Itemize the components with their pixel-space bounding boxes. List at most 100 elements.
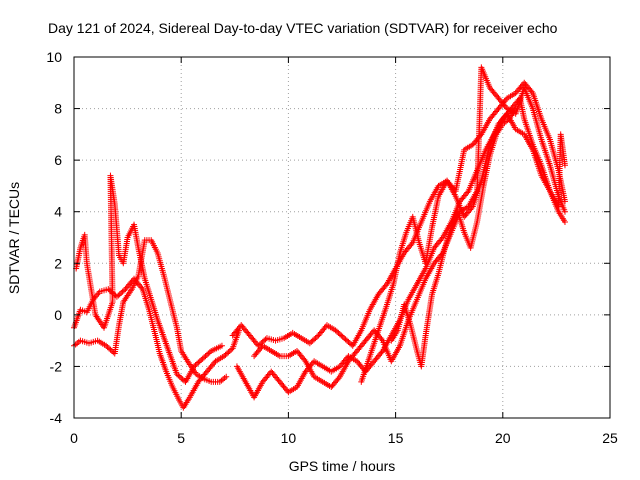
data-point-marker xyxy=(438,235,445,242)
y-axis-title: SDTVAR / TECUs xyxy=(6,182,22,294)
data-point-marker xyxy=(342,336,349,343)
data-point-marker xyxy=(332,327,339,334)
data-point-marker xyxy=(223,350,230,357)
data-point-marker xyxy=(477,132,484,139)
x-tick-label: 20 xyxy=(495,430,511,446)
y-tick-label: 4 xyxy=(54,204,62,220)
data-point-marker xyxy=(108,347,115,354)
data-point-marker xyxy=(196,358,203,365)
data-point-marker xyxy=(106,345,113,352)
data-point-marker xyxy=(218,342,225,349)
data-point-marker xyxy=(115,292,122,299)
data-point-marker xyxy=(464,189,471,196)
data-point-marker xyxy=(338,332,345,339)
data-point-marker xyxy=(116,291,123,298)
data-point-marker xyxy=(561,219,568,226)
data-point-marker xyxy=(119,288,126,295)
series-track-3 xyxy=(73,172,225,385)
data-point-marker xyxy=(138,284,145,291)
data-point-marker xyxy=(308,338,315,345)
data-point-marker xyxy=(528,88,535,95)
data-point-marker xyxy=(199,355,206,362)
data-point-marker xyxy=(222,351,229,358)
data-point-marker xyxy=(113,293,120,300)
data-point-marker xyxy=(561,162,568,169)
y-tick-label: 8 xyxy=(54,101,62,117)
data-point-marker xyxy=(313,333,320,340)
data-point-marker xyxy=(173,371,180,378)
y-tick-label: 10 xyxy=(46,49,62,65)
series-track-5 xyxy=(229,79,568,349)
y-tick-label: 2 xyxy=(54,255,62,271)
x-tick-label: 25 xyxy=(602,430,618,446)
data-point-marker xyxy=(341,335,348,342)
data-point-marker xyxy=(195,359,202,366)
data-point-marker xyxy=(228,346,235,353)
series-track-6 xyxy=(251,64,568,391)
data-point-marker xyxy=(261,337,268,344)
series-track-7 xyxy=(358,110,568,385)
data-points xyxy=(71,64,568,411)
chart-title: Day 121 of 2024, Sidereal Day-to-day VTE… xyxy=(48,20,558,36)
x-axis-title: GPS time / hours xyxy=(289,458,396,474)
data-point-marker xyxy=(335,329,342,336)
data-point-marker xyxy=(175,372,182,379)
data-point-marker xyxy=(192,362,199,369)
data-point-marker xyxy=(512,105,519,112)
data-point-marker xyxy=(176,373,183,380)
data-point-marker xyxy=(346,340,353,347)
y-tick-label: 6 xyxy=(54,152,62,168)
data-point-marker xyxy=(211,359,218,366)
plot-frame xyxy=(73,56,611,419)
data-point-marker xyxy=(561,208,568,215)
data-point-marker xyxy=(121,287,128,294)
data-point-marker xyxy=(198,356,205,363)
data-point-marker xyxy=(118,289,125,296)
data-point-marker xyxy=(561,198,568,205)
data-point-marker xyxy=(104,344,111,351)
data-point-marker xyxy=(205,350,212,357)
data-point-marker xyxy=(193,360,200,367)
data-point-marker xyxy=(336,331,343,338)
data-point-marker xyxy=(312,335,319,342)
data-point-marker xyxy=(201,354,208,361)
data-point-marker xyxy=(345,338,352,345)
data-point-marker xyxy=(344,337,351,344)
series-track-1 xyxy=(71,275,243,411)
data-point-marker xyxy=(382,282,389,289)
data-point-marker xyxy=(223,373,230,380)
data-point-marker xyxy=(191,363,198,370)
data-point-marker xyxy=(468,205,475,212)
data-point-marker xyxy=(221,353,228,360)
y-tick-label: -4 xyxy=(50,410,63,426)
series-track-8 xyxy=(388,105,519,370)
data-point-marker xyxy=(225,349,232,356)
data-point-marker xyxy=(262,336,269,343)
data-point-marker xyxy=(202,353,209,360)
x-tick-label: 10 xyxy=(281,430,297,446)
data-point-marker xyxy=(309,337,316,344)
data-point-marker xyxy=(203,351,210,358)
x-tick-label: 0 xyxy=(70,430,78,446)
x-tick-label: 15 xyxy=(388,430,404,446)
data-point-marker xyxy=(378,349,385,356)
data-point-marker xyxy=(306,340,313,347)
data-point-marker xyxy=(301,356,308,363)
data-point-marker xyxy=(179,376,186,383)
data-point-marker xyxy=(103,342,110,349)
data-point-marker xyxy=(335,375,342,382)
data-point-marker xyxy=(378,336,385,343)
data-point-marker xyxy=(339,333,346,340)
data-point-marker xyxy=(333,328,340,335)
data-point-marker xyxy=(502,104,509,111)
data-point-marker xyxy=(105,286,112,293)
data-point-marker xyxy=(178,375,185,382)
series-track-2 xyxy=(71,237,230,385)
data-point-marker xyxy=(206,349,213,356)
data-point-marker xyxy=(226,347,233,354)
y-tick-label: -2 xyxy=(50,358,63,374)
x-tick-label: 5 xyxy=(177,430,185,446)
data-point-marker xyxy=(502,96,509,103)
data-point-marker xyxy=(408,241,415,248)
